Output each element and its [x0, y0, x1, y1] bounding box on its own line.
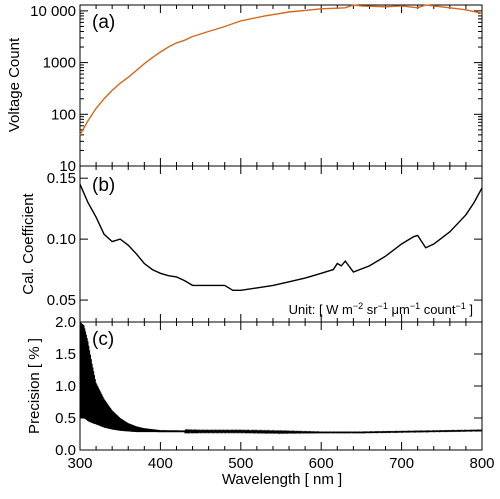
unit-sup-2: −1 — [378, 301, 388, 311]
x-tick-label: 800 — [469, 455, 494, 472]
y-tick-label: 100 — [51, 106, 76, 123]
unit-suffix: ] — [466, 302, 473, 317]
y-tick-label: 0.10 — [47, 231, 76, 248]
x-tick-label: 700 — [389, 455, 414, 472]
y-tick-label: 0.15 — [47, 170, 76, 187]
panel-a-ticks: 10 100 1000 10 000 — [30, 3, 483, 175]
x-tick-label: 600 — [309, 455, 334, 472]
unit-mid-1: sr — [363, 302, 378, 317]
y-tick-label: 10 000 — [30, 3, 76, 20]
panel-b-frame — [79, 165, 483, 323]
unit-mid-2: μm — [388, 302, 410, 317]
y-tick-label: 10 — [59, 158, 76, 175]
panel-b-label: (b) — [92, 175, 115, 196]
panel-b-ticks: 0.05 0.10 0.15 — [47, 166, 483, 322]
y-tick-label: 0.05 — [47, 292, 76, 309]
y-tick-label: 2.0 — [55, 314, 76, 331]
panel-b-unit-note: Unit: [ W m−2 sr−1 μm−1 count−1 ] — [289, 301, 473, 317]
unit-sup-3: −1 — [410, 301, 420, 311]
unit-prefix: Unit: [ W m — [289, 302, 353, 317]
y-tick-label: 0.0 — [55, 442, 76, 459]
panel-b: (b) Cal. Coefficient Unit: [ W m−2 sr−1 … — [20, 165, 483, 323]
panel-a-line — [79, 4, 483, 136]
unit-mid-3: count — [420, 302, 456, 317]
panel-c-label: (c) — [92, 329, 114, 350]
unit-sup-4: −1 — [456, 301, 466, 311]
y-tick-label: 1.0 — [55, 378, 76, 395]
y-tick-label: 1000 — [43, 55, 76, 72]
panel-a: (a) Voltage Count 10 100 1000 10 000 — [6, 3, 483, 175]
x-tick-label: 300 — [67, 455, 92, 472]
x-axis-title: Wavelength [ nm ] — [222, 471, 342, 488]
x-tick-label: 500 — [228, 455, 253, 472]
panel-b-line — [79, 184, 483, 291]
panel-c: (c) Precision [ % ] Wavelength [ nm ] 0.… — [26, 314, 495, 488]
panel-b-ylabel: Cal. Coefficient — [20, 192, 37, 294]
panel-c-ylabel: Precision [ % ] — [26, 338, 43, 434]
y-tick-label: 0.5 — [55, 410, 76, 427]
panel-a-ylabel: Voltage Count — [6, 37, 23, 132]
x-tick-label: 400 — [148, 455, 173, 472]
panel-c-noise-line — [79, 321, 483, 435]
unit-sup-1: −2 — [353, 301, 363, 311]
y-tick-label: 1.5 — [55, 346, 76, 363]
panel-a-label: (a) — [92, 12, 115, 33]
panel-c-ticks: 0.0 0.5 1.0 1.5 2.0 300 400 500 600 700 800 — [55, 314, 494, 472]
panel-a-frame — [79, 4, 483, 167]
